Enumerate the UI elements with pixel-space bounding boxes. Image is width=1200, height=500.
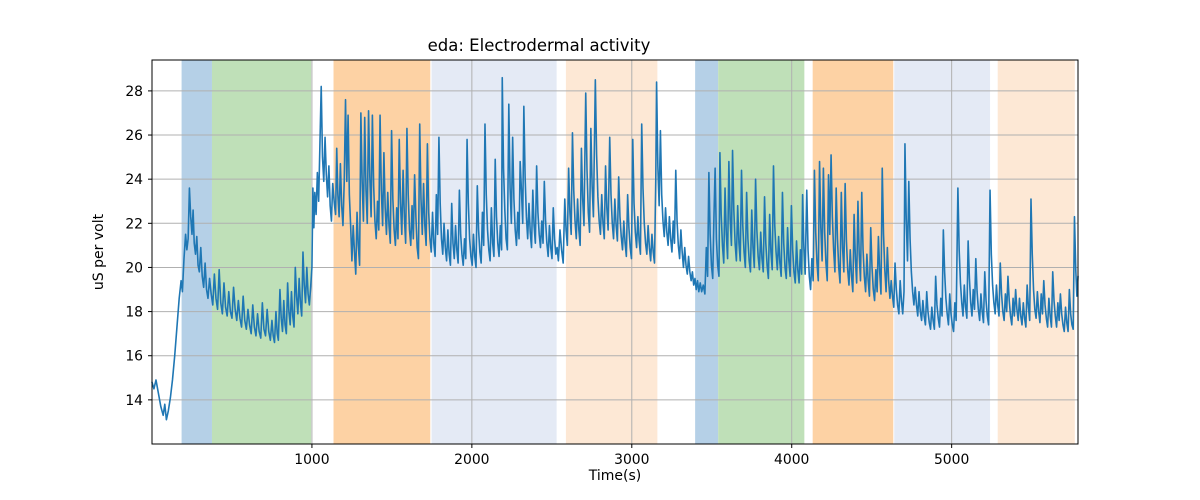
- y-tick-label: 14: [125, 393, 143, 409]
- y-tick-label: 22: [125, 216, 143, 232]
- plot-border: [151, 59, 1079, 445]
- y-tick-label: 16: [125, 349, 143, 365]
- highlight-band-light-orange: [565, 60, 658, 444]
- y-tick-label: 26: [125, 128, 143, 144]
- highlight-band-light-blue: [894, 60, 991, 444]
- y-axis-label: uS per volt: [91, 213, 107, 291]
- x-axis-label: Time(s): [588, 468, 642, 484]
- x-tick-label: 3000: [614, 452, 649, 468]
- y-tick-label: 28: [125, 84, 143, 100]
- y-tick-label: 18: [125, 305, 143, 321]
- highlight-band-orange: [333, 60, 431, 444]
- x-tick-label: 1000: [294, 452, 329, 468]
- series-line-eda: [151, 76, 1079, 421]
- highlight-band-light-orange: [997, 60, 1075, 444]
- y-tick-label: 24: [125, 172, 143, 188]
- x-tick-label: 5000: [934, 452, 969, 468]
- y-tick-label: 20: [125, 260, 143, 276]
- x-tick-label: 4000: [774, 452, 809, 468]
- chart-title: eda: Electrodermal activity: [427, 36, 651, 55]
- x-tick-label: 2000: [454, 452, 489, 468]
- highlight-band-green: [211, 60, 312, 444]
